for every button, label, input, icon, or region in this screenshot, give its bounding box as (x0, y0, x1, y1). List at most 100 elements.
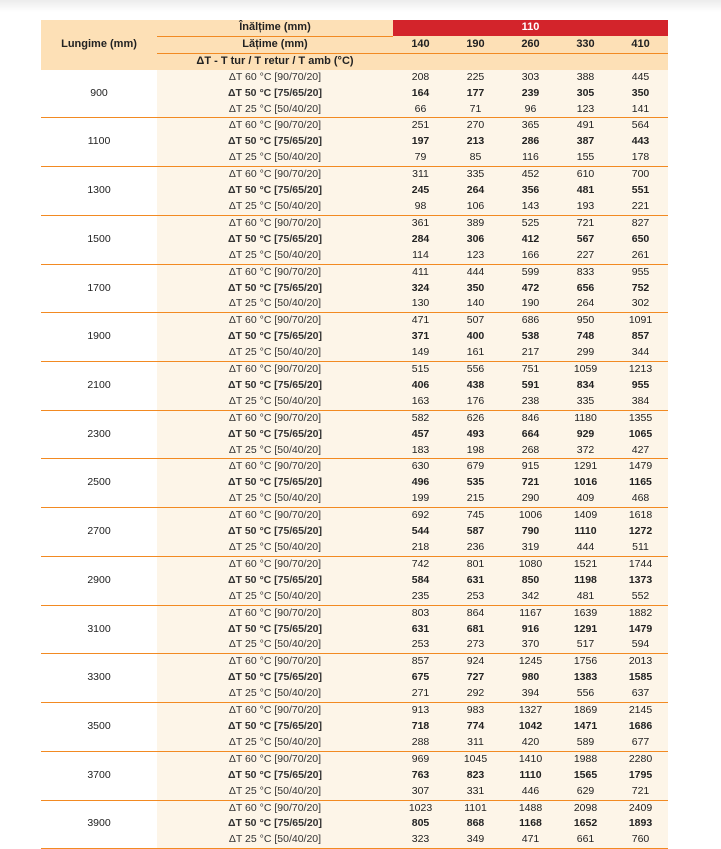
value-cell: 290 (503, 491, 558, 509)
value-cell: 164 (393, 85, 448, 102)
table-row: ΔT 50 °C [75/65/20] 631 681 916 1291 1479 (41, 621, 669, 638)
length-cell: 1100 (41, 117, 157, 168)
value-cell: 582 (393, 410, 448, 427)
value-cell: 270 (448, 117, 503, 135)
condition-label: ΔT 60 °C [90/70/20] (157, 166, 393, 184)
value-cell: 130 (393, 296, 448, 314)
value-cell: 915 (503, 458, 558, 476)
value-cell: 178 (613, 150, 669, 168)
value-cell: 515 (393, 361, 448, 378)
value-cell: 1091 (613, 312, 669, 330)
delta-t-header: ΔT - T tur / T retur / T amb (°C) (157, 53, 393, 70)
value-cell: 365 (503, 117, 558, 135)
value-cell: 331 (448, 783, 503, 801)
table-row: ΔT 25 °C [50/40/20] 218 236 319 444 511 (41, 540, 669, 557)
condition-label: ΔT 60 °C [90/70/20] (157, 69, 393, 86)
value-cell: 955 (613, 264, 669, 281)
condition-label: ΔT 60 °C [90/70/20] (157, 605, 393, 622)
value-cell: 1245 (503, 653, 558, 671)
value-cell: 544 (393, 524, 448, 540)
table-row: ΔT 25 °C [50/40/20] 163 176 238 335 384 (41, 393, 669, 411)
value-cell: 721 (613, 783, 669, 801)
value-cell: 846 (503, 410, 558, 427)
value-cell: 324 (393, 280, 448, 297)
value-cell: 589 (558, 734, 613, 752)
value-cell: 511 (613, 540, 669, 557)
value-cell: 564 (613, 117, 669, 135)
length-cell: 2100 (41, 361, 157, 411)
value-cell: 517 (558, 637, 613, 655)
value-cell: 370 (503, 637, 558, 655)
value-cell: 66 (393, 101, 448, 119)
value-cell: 1795 (613, 767, 669, 784)
value-cell: 183 (393, 442, 448, 460)
value-cell: 700 (613, 166, 669, 184)
value-cell: 679 (448, 458, 503, 476)
value-cell: 208 (393, 69, 448, 86)
table-row: 2500 ΔT 60 °C [90/70/20] 630 679 915 1291 1479 (41, 458, 669, 509)
table-body: 900 ΔT 60 °C [90/70/20] 208 225 303 388 445 ΔT … (41, 69, 669, 849)
value-cell: 1110 (558, 524, 613, 540)
value-cell: 307 (393, 783, 448, 801)
value-cell: 96 (503, 101, 558, 119)
value-cell: 412 (503, 231, 558, 248)
value-cell: 686 (503, 312, 558, 330)
value-cell: 913 (393, 702, 448, 719)
value-cell: 1023 (393, 800, 448, 817)
value-cell: 1180 (558, 410, 613, 427)
length-cell: 1900 (41, 312, 157, 363)
table-row: ΔT 50 °C [75/65/20] 164 177 239 305 350 (41, 85, 669, 102)
value-cell: 356 (503, 183, 558, 199)
condition-label: ΔT 50 °C [75/65/20] (157, 816, 393, 833)
value-cell: 106 (448, 198, 503, 216)
height-value: 110 (393, 20, 669, 37)
condition-label: ΔT 25 °C [50/40/20] (157, 832, 393, 849)
value-cell: 525 (503, 215, 558, 232)
table-row: ΔT 50 °C [75/65/20] 371 400 538 748 857 (41, 329, 669, 346)
value-cell: 311 (448, 734, 503, 752)
value-cell: 751 (503, 361, 558, 378)
value-cell: 1373 (613, 572, 669, 589)
table-row: 900 ΔT 60 °C [90/70/20] 208 225 303 388 445 (41, 69, 669, 119)
value-cell: 630 (393, 458, 448, 476)
table-row: ΔT 25 °C [50/40/20] 271 292 394 556 637 (41, 686, 669, 704)
value-cell: 1059 (558, 361, 613, 378)
condition-label: ΔT 50 °C [75/65/20] (157, 475, 393, 492)
table-row: ΔT 25 °C [50/40/20] 130 140 190 264 302 (41, 296, 669, 314)
condition-label: ΔT 25 °C [50/40/20] (157, 491, 393, 509)
value-cell: 140 (448, 296, 503, 314)
value-cell: 950 (558, 312, 613, 330)
value-cell: 193 (558, 198, 613, 216)
value-cell: 1488 (503, 800, 558, 817)
value-cell: 406 (393, 377, 448, 394)
value-cell: 1618 (613, 507, 669, 525)
value-cell: 752 (613, 280, 669, 297)
table-row: 2700 ΔT 60 °C [90/70/20] 692 745 1006 1409 161… (41, 507, 669, 557)
table-row: ΔT 50 °C [75/65/20] 496 535 721 1016 1165 (41, 475, 669, 492)
value-cell: 631 (448, 572, 503, 589)
value-cell: 323 (393, 832, 448, 849)
value-cell: 225 (448, 69, 503, 86)
value-cell: 823 (448, 767, 503, 784)
value-cell: 409 (558, 491, 613, 509)
table-row: 3700 ΔT 60 °C [90/70/20] 969 1045 1410 1988 22… (41, 751, 669, 801)
table-row: 3500 ΔT 60 °C [90/70/20] 913 983 1327 1869 214… (41, 702, 669, 752)
value-cell: 594 (613, 637, 669, 655)
condition-label: ΔT 50 °C [75/65/20] (157, 329, 393, 346)
value-cell: 1686 (613, 718, 669, 735)
condition-label: ΔT 60 °C [90/70/20] (157, 751, 393, 768)
value-cell: 1471 (558, 718, 613, 735)
condition-label: ΔT 25 °C [50/40/20] (157, 345, 393, 363)
value-cell: 444 (558, 540, 613, 557)
value-cell: 677 (613, 734, 669, 752)
value-cell: 268 (503, 442, 558, 460)
value-cell: 721 (558, 215, 613, 232)
condition-label: ΔT 60 °C [90/70/20] (157, 264, 393, 281)
condition-label: ΔT 60 °C [90/70/20] (157, 507, 393, 525)
condition-label: ΔT 25 °C [50/40/20] (157, 296, 393, 314)
table-row: ΔT 50 °C [75/65/20] 457 493 664 929 1065 (41, 426, 669, 443)
length-header: Lungime (mm) (41, 20, 157, 70)
condition-label: ΔT 50 °C [75/65/20] (157, 621, 393, 638)
value-cell: 394 (503, 686, 558, 704)
value-cell: 727 (448, 670, 503, 687)
